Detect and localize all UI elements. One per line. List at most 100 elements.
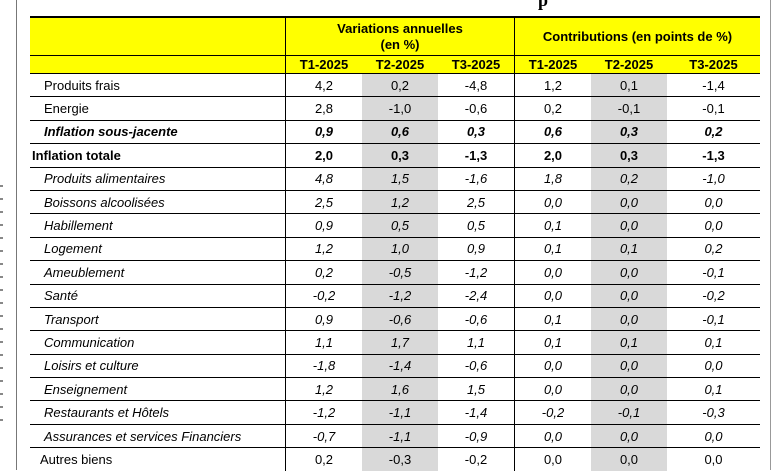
page-border [16,0,17,470]
table-row: Assurances et services Financiers -0,7 -1,… [30,424,760,448]
value-cell: 1,6 [362,377,438,401]
header-variations-label: Variations annuelles [337,20,463,36]
value-cell: 2,0 [285,143,362,168]
row-label: Santé [44,288,78,304]
value-cell: -1,2 [362,284,438,308]
value-cell: -0,6 [464,311,488,327]
value-cell: 0,0 [704,358,723,374]
value-cell: 1,2 [285,237,362,261]
value-cell: -0,3 [362,447,438,471]
value-cell: 0,0 [514,377,591,401]
table-row: Communication 1,1 1,7 1,1 0,1 0,1 0,1 [30,330,760,355]
row-label: Inflation sous-jacente [44,124,178,140]
value-cell: 0,0 [591,307,667,331]
value-cell: -1,8 [285,354,362,378]
table-row: Inflation sous-jacente 0,9 0,6 0,3 0,6 0,3 0,2 [30,120,760,144]
value-cell: 0,2 [362,73,438,97]
table-row: Energie 2,8 -1,0 -0,6 0,2 -0,1 -0,1 [30,96,760,121]
value-cell: -0,6 [464,101,488,117]
value-cell: -0,1 [591,96,667,121]
table-row: Logement 1,2 1,0 0,9 0,1 0,1 0,2 [30,237,760,261]
value-cell: 2,5 [285,190,362,214]
value-cell: 4,8 [285,167,362,191]
value-cell: 0,1 [514,237,591,261]
value-cell: -0,1 [702,101,725,117]
table-row: Restaurants et Hôtels -1,2 -1,1 -1,4 -0,2 -0,… [30,400,760,425]
value-cell: 0,0 [591,284,667,308]
value-cell: 0,0 [514,284,591,308]
row-label: Autres biens [40,451,113,467]
value-cell: -1,2 [464,264,488,280]
row-label: Ameublement [44,264,125,280]
value-cell: 1,5 [466,381,486,397]
value-cell: -0,9 [464,428,488,444]
value-cell: 0,0 [514,424,591,448]
value-cell: 0,3 [362,143,438,168]
value-cell: 0,2 [591,167,667,191]
value-cell: 0,5 [466,218,486,234]
row-label: Produits frais [44,77,120,93]
value-cell: 1,2 [285,377,362,401]
value-cell: -0,2 [285,284,362,308]
header-period: T3-2025 [667,55,760,74]
header-period: T1-2025 [285,55,362,74]
row-label: Logement [44,241,102,257]
value-cell: -0,5 [362,260,438,285]
value-cell: -0,1 [702,311,725,327]
row-label: Loisirs et culture [44,358,139,374]
table-row: Loisirs et culture -1,8 -1,4 -0,6 0,0 0,0 0,0 [30,354,760,378]
table-row: Boissons alcoolisées 2,5 1,2 2,5 0,0 0,0 0,0 [30,190,760,214]
value-cell: 0,1 [704,381,723,397]
row-label: Energie [44,101,89,117]
header-variations: Variations annuelles (en %) [285,17,515,56]
value-cell: 2,8 [285,96,362,121]
value-cell: -1,0 [362,96,438,121]
value-cell: 0,1 [704,334,723,350]
header-period: T3-2025 [438,55,515,74]
value-cell: -1,1 [362,400,438,425]
value-cell: 1,2 [514,73,591,97]
value-cell: -0,7 [285,424,362,448]
header-period: T2-2025 [591,55,667,74]
header-blank [30,17,286,56]
margin-text-fragments [0,185,6,432]
value-cell: 2,0 [514,143,591,168]
header-contributions: Contributions (en points de %) [514,17,760,56]
value-cell: -0,6 [464,358,488,374]
value-cell: 0,2 [285,260,362,285]
header-period: T1-2025 [514,55,591,74]
value-cell: 0,0 [591,260,667,285]
row-label: Transport [44,311,99,327]
row-label: Enseignement [44,381,128,397]
value-cell: 1,2 [362,190,438,214]
value-cell: -1,0 [702,171,725,187]
value-cell: 0,1 [591,330,667,355]
inflation-table: Variations annuelles (en %) Contributions… [30,16,760,471]
value-cell: 0,3 [466,124,486,140]
value-cell: -0,2 [702,288,725,304]
title-fragment: p [538,0,549,10]
value-cell: 1,8 [514,167,591,191]
value-cell: 0,9 [285,120,362,144]
value-cell: 0,1 [514,213,591,238]
header-blank [30,55,286,74]
header-row-groups: Variations annuelles (en %) Contributions… [30,17,760,56]
value-cell: 0,0 [514,447,591,471]
value-cell: 1,7 [362,330,438,355]
table-row: Produits frais 4,2 0,2 -4,8 1,2 0,1 -1,4 [30,73,760,97]
row-label: Inflation totale [32,147,121,163]
value-cell: 0,0 [514,354,591,378]
value-cell: 0,2 [285,447,362,471]
row-label: Habillement [44,218,113,234]
table-row: Santé -0,2 -1,2 -2,4 0,0 0,0 -0,2 [30,284,760,308]
value-cell: -0,2 [514,400,591,425]
table-row: Enseignement 1,2 1,6 1,5 0,0 0,0 0,1 [30,377,760,401]
value-cell: 0,0 [591,190,667,214]
value-cell: -2,4 [464,288,488,304]
value-cell: 2,5 [466,194,486,210]
value-cell: -1,4 [362,354,438,378]
value-cell: -0,1 [591,400,667,425]
value-cell: 0,0 [704,428,723,444]
page-border [770,0,771,470]
value-cell: 0,0 [591,424,667,448]
